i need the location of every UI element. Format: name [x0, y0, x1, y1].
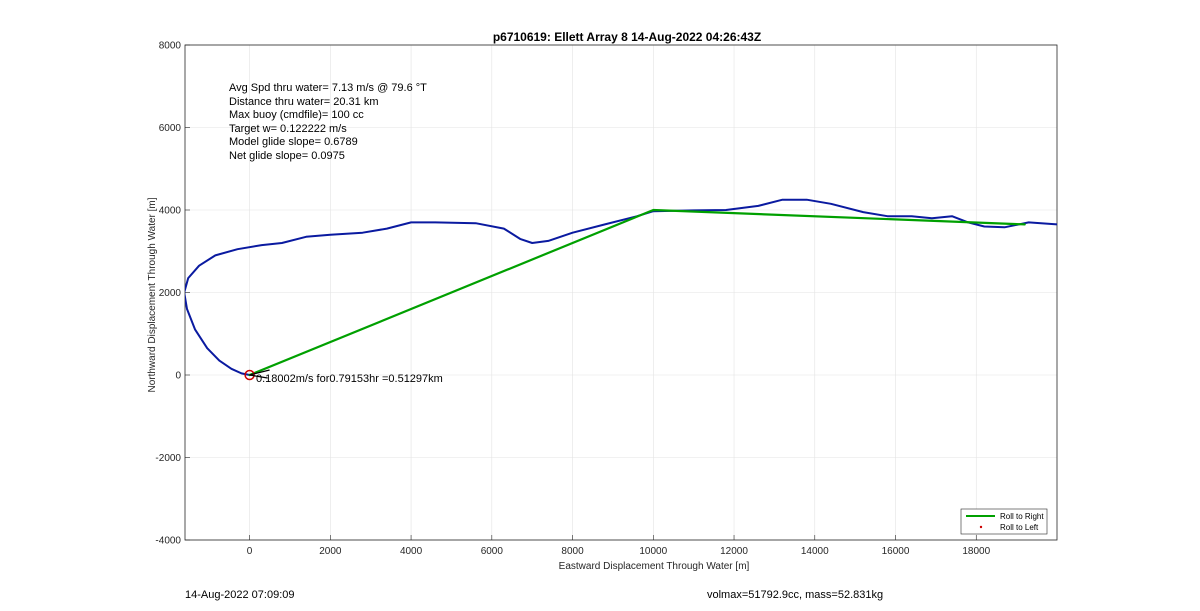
start-marker-layer — [244, 369, 270, 381]
legend-box — [960, 508, 1048, 535]
legend-swatch-roll-left — [979, 525, 983, 529]
x-tick-label: 6000 — [481, 546, 504, 557]
y-tick-label: 0 — [175, 371, 181, 382]
x-axis-label: Eastward Displacement Through Water [m] — [559, 561, 750, 572]
series-track-line — [185, 198, 1057, 376]
current-vector-label: 0.18002m/s for0.79153hr =0.51297km — [256, 373, 443, 385]
legend-label-roll-left: Roll to Left — [1000, 523, 1039, 532]
x-axis-ticks: 0 2000 4000 6000 8000 10000 12000 14000 16000 180… — [247, 535, 991, 557]
y-tick-label: 6000 — [159, 123, 182, 134]
current-vector-arrow — [249, 369, 270, 376]
series-roll-right-line — [248, 208, 1026, 377]
stats-annotations: Avg Spd thru water= 7.13 m/s @ 79.6 °T D… — [229, 82, 427, 162]
legend-label-roll-right: Roll to Right — [1000, 512, 1044, 521]
series-layer — [185, 198, 1057, 377]
footer-timestamp: 14-Aug-2022 07:09:09 — [185, 589, 294, 601]
annotation-model-glide: Model glide slope= 0.6789 — [229, 136, 358, 148]
y-axis-label: Northward Displacement Through Water [m] — [147, 197, 158, 392]
x-tick-label: 10000 — [639, 546, 667, 557]
x-tick-label: 18000 — [962, 546, 990, 557]
x-tick-label: 12000 — [720, 546, 748, 557]
x-tick-label: 2000 — [319, 546, 342, 557]
annotation-net-glide: Net glide slope= 0.0975 — [229, 150, 345, 162]
annotation-avg-speed: Avg Spd thru water= 7.13 m/s @ 79.6 °T — [229, 82, 427, 94]
y-tick-label: 8000 — [159, 41, 182, 52]
y-tick-label: 2000 — [159, 288, 182, 299]
start-marker-circle — [244, 369, 255, 381]
y-tick-label: -2000 — [155, 453, 181, 464]
chart-title: p6710619: Ellett Array 8 14-Aug-2022 04:… — [493, 30, 761, 44]
legend: Roll to Right Roll to Left — [960, 508, 1048, 535]
annotation-max-buoy: Max buoy (cmdfile)= 100 cc — [229, 109, 364, 121]
x-tick-label: 16000 — [882, 546, 910, 557]
x-tick-label: 14000 — [801, 546, 829, 557]
x-tick-label: 4000 — [400, 546, 423, 557]
annotation-target-w: Target w= 0.122222 m/s — [229, 123, 347, 135]
y-axis-ticks: -4000 -2000 0 2000 4000 6000 8000 — [155, 41, 190, 547]
x-tick-label: 0 — [247, 546, 253, 557]
y-tick-label: -4000 — [155, 536, 181, 547]
footer-volmass: volmax=51792.9cc, mass=52.831kg — [707, 589, 883, 601]
x-tick-label: 8000 — [561, 546, 584, 557]
current-vector-arrow — [249, 374, 268, 379]
y-tick-label: 4000 — [159, 206, 182, 217]
annotation-distance: Distance thru water= 20.31 km — [229, 96, 379, 108]
